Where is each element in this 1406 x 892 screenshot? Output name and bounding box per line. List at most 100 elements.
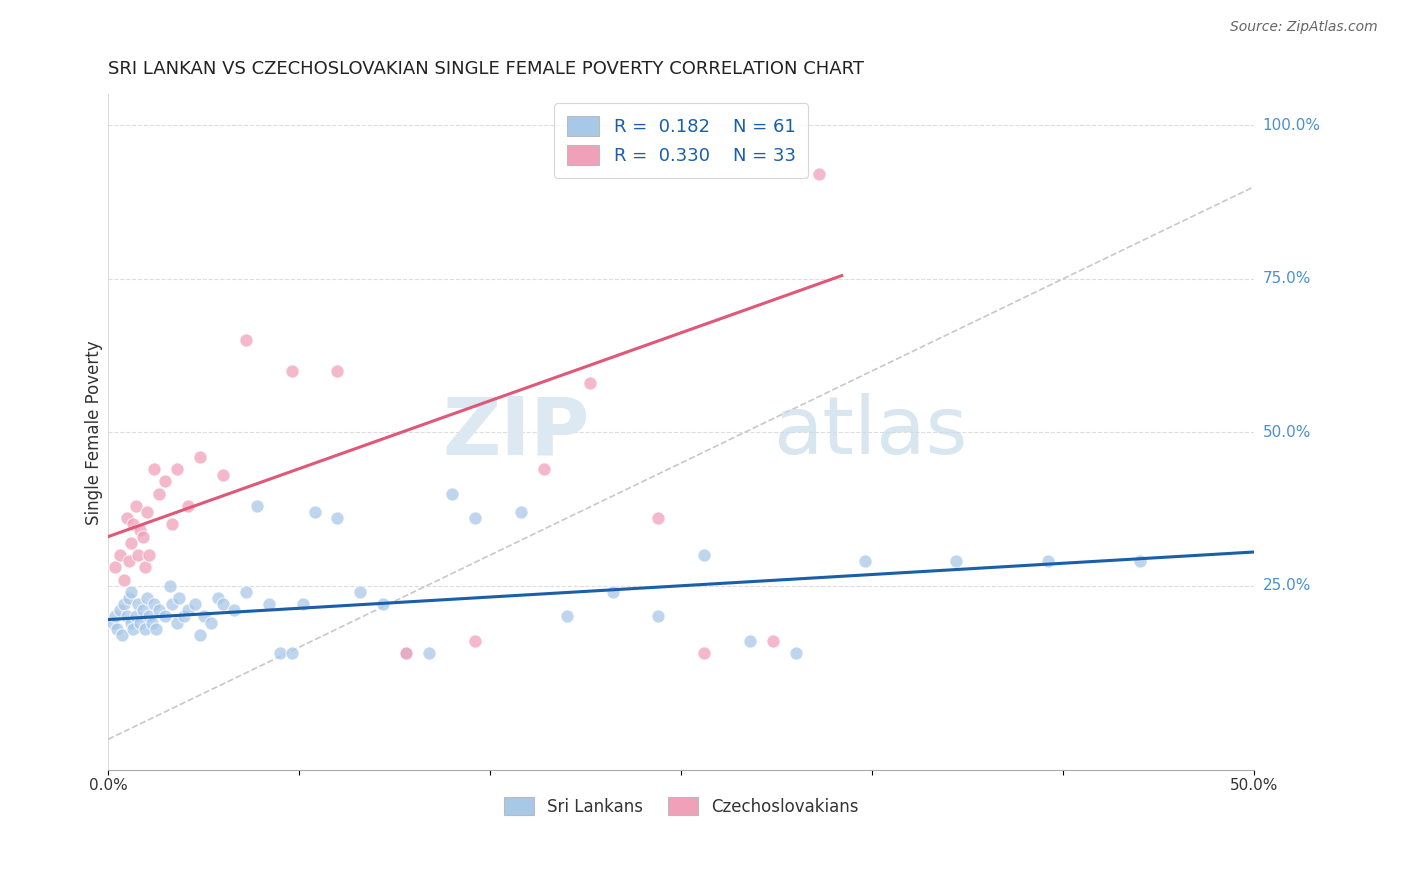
Point — [136, 505, 159, 519]
Point — [304, 505, 326, 519]
Point — [326, 511, 349, 525]
Point — [120, 585, 142, 599]
Point — [224, 603, 246, 617]
Point — [395, 646, 418, 660]
Point — [162, 597, 184, 611]
Point — [131, 603, 153, 617]
Point — [292, 597, 315, 611]
Point — [112, 597, 135, 611]
Point — [129, 524, 152, 538]
Point — [807, 167, 830, 181]
Point — [693, 548, 716, 562]
Point — [105, 622, 128, 636]
Point — [115, 511, 138, 525]
Point — [188, 450, 211, 464]
Point — [118, 554, 141, 568]
Text: 100.0%: 100.0% — [1263, 118, 1320, 133]
Point — [945, 554, 967, 568]
Point — [136, 591, 159, 605]
Point — [166, 615, 188, 630]
Point — [280, 364, 302, 378]
Point — [257, 597, 280, 611]
Point — [235, 585, 257, 599]
Point — [138, 548, 160, 562]
Point — [120, 615, 142, 630]
Point — [162, 517, 184, 532]
Point — [602, 585, 624, 599]
Point — [134, 622, 156, 636]
Point — [207, 591, 229, 605]
Point — [1036, 554, 1059, 568]
Text: 50.0%: 50.0% — [1263, 425, 1310, 440]
Point — [785, 646, 807, 660]
Point — [111, 628, 134, 642]
Point — [104, 609, 127, 624]
Y-axis label: Single Female Poverty: Single Female Poverty — [86, 340, 103, 524]
Point — [193, 609, 215, 624]
Legend: Sri Lankans, Czechoslovakians: Sri Lankans, Czechoslovakians — [498, 790, 866, 822]
Point — [441, 486, 464, 500]
Point — [509, 505, 531, 519]
Point — [200, 615, 222, 630]
Point — [395, 646, 418, 660]
Point — [269, 646, 291, 660]
Point — [148, 603, 170, 617]
Point — [134, 560, 156, 574]
Point — [762, 634, 785, 648]
Point — [125, 609, 148, 624]
Point — [184, 597, 207, 611]
Text: atlas: atlas — [773, 393, 967, 471]
Text: 75.0%: 75.0% — [1263, 271, 1310, 286]
Text: SRI LANKAN VS CZECHOSLOVAKIAN SINGLE FEMALE POVERTY CORRELATION CHART: SRI LANKAN VS CZECHOSLOVAKIAN SINGLE FEM… — [108, 60, 865, 78]
Point — [647, 511, 669, 525]
Point — [555, 609, 578, 624]
Point — [127, 548, 149, 562]
Point — [143, 597, 166, 611]
Point — [177, 499, 200, 513]
Point — [349, 585, 371, 599]
Point — [155, 475, 177, 489]
Text: 0.0%: 0.0% — [89, 778, 128, 793]
Point — [578, 376, 600, 390]
Point — [118, 591, 141, 605]
Point — [148, 486, 170, 500]
Text: 50.0%: 50.0% — [1230, 778, 1278, 793]
Point — [647, 609, 669, 624]
Point — [464, 511, 486, 525]
Point — [464, 634, 486, 648]
Point — [167, 591, 190, 605]
Point — [173, 609, 195, 624]
Point — [211, 468, 233, 483]
Point — [122, 517, 145, 532]
Text: Source: ZipAtlas.com: Source: ZipAtlas.com — [1230, 21, 1378, 34]
Point — [112, 573, 135, 587]
Point — [159, 579, 181, 593]
Point — [101, 615, 124, 630]
Point — [115, 609, 138, 624]
Point — [129, 615, 152, 630]
Point — [418, 646, 440, 660]
Point — [104, 560, 127, 574]
Point — [211, 597, 233, 611]
Point — [280, 646, 302, 660]
Text: ZIP: ZIP — [443, 393, 589, 471]
Point — [235, 333, 257, 347]
Point — [131, 530, 153, 544]
Point — [138, 609, 160, 624]
Point — [125, 499, 148, 513]
Text: 25.0%: 25.0% — [1263, 578, 1310, 593]
Point — [177, 603, 200, 617]
Point — [120, 535, 142, 549]
Point — [533, 462, 555, 476]
Point — [141, 615, 163, 630]
Point — [853, 554, 876, 568]
Point — [166, 462, 188, 476]
Point — [373, 597, 395, 611]
Point — [326, 364, 349, 378]
Point — [143, 462, 166, 476]
Point — [108, 603, 131, 617]
Point — [155, 609, 177, 624]
Point — [127, 597, 149, 611]
Point — [1129, 554, 1152, 568]
Point — [246, 499, 269, 513]
